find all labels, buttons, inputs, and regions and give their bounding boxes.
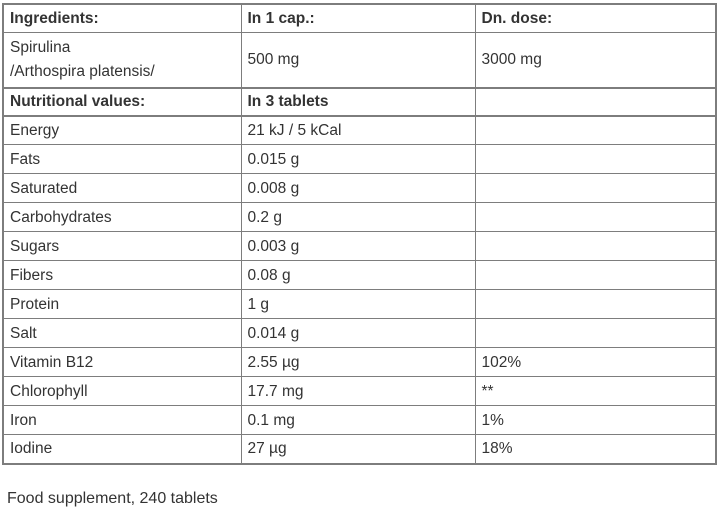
daily-dose-value: ** — [474, 376, 717, 406]
nutrient-name: Energy — [2, 115, 242, 145]
nutrient-name: Saturated — [2, 173, 242, 203]
nutrient-value: 1 g — [240, 289, 476, 319]
daily-dose-value — [474, 202, 717, 232]
nutrient-name: Iodine — [2, 434, 242, 464]
table-row: Chlorophyll 17.7 mg ** — [2, 376, 717, 406]
daily-dose-value — [474, 289, 717, 319]
table-row: Saturated 0.008 g — [2, 173, 717, 203]
daily-dose-value: 1% — [474, 405, 717, 435]
nutrient-name: Carbohydrates — [2, 202, 242, 232]
table-row: Spirulina /Arthospira platensis/ 500 mg … — [2, 31, 717, 89]
nutrient-name: Chlorophyll — [2, 376, 242, 406]
section-header-nutritional-values: Nutritional values: — [2, 87, 242, 117]
nutrient-value: 0.015 g — [240, 144, 476, 174]
nutrient-name: Salt — [2, 318, 242, 348]
daily-dose-value — [474, 115, 717, 145]
nutrient-value: 2.55 µg — [240, 347, 476, 377]
table-row: Vitamin B12 2.55 µg 102% — [2, 347, 717, 377]
nutrient-name: Protein — [2, 289, 242, 319]
nutrient-value: 0.08 g — [240, 260, 476, 290]
table-row: Sugars 0.003 g — [2, 231, 717, 261]
ingredient-name: Spirulina /Arthospira platensis/ — [2, 31, 242, 89]
table-header-row: Ingredients: In 1 cap.: Dn. dose: — [2, 3, 717, 33]
nutrient-value: 0.1 mg — [240, 405, 476, 435]
table-row: Iodine 27 µg 18% — [2, 434, 717, 464]
daily-dose-value: 18% — [474, 434, 717, 464]
nutrition-table: Ingredients: In 1 cap.: Dn. dose: Spirul… — [2, 3, 717, 465]
daily-dose-value — [474, 144, 717, 174]
nutrient-value: 0.003 g — [240, 231, 476, 261]
nutrient-name: Fats — [2, 144, 242, 174]
table-row: Carbohydrates 0.2 g — [2, 202, 717, 232]
nutrient-value: 0.2 g — [240, 202, 476, 232]
table-row: Iron 0.1 mg 1% — [2, 405, 717, 435]
nutrient-value: 0.014 g — [240, 318, 476, 348]
nutrient-name: Fibers — [2, 260, 242, 290]
supplement-note: Food supplement, 240 tablets — [7, 490, 218, 507]
nutrient-name: Vitamin B12 — [2, 347, 242, 377]
daily-dose-value: 3000 mg — [474, 31, 717, 89]
nutrient-value: 21 kJ / 5 kCal — [240, 115, 476, 145]
table-row: Fibers 0.08 g — [2, 260, 717, 290]
section-header-per-tablets: In 3 tablets — [240, 87, 476, 117]
nutrient-value: 27 µg — [240, 434, 476, 464]
nutrient-value: 17.7 mg — [240, 376, 476, 406]
daily-dose-value — [474, 318, 717, 348]
daily-dose-value: 102% — [474, 347, 717, 377]
section-header-empty — [474, 87, 717, 117]
nutrient-name: Sugars — [2, 231, 242, 261]
column-header-ingredients: Ingredients: — [2, 3, 242, 33]
nutrient-value: 0.008 g — [240, 173, 476, 203]
per-capsule-value: 500 mg — [240, 31, 476, 89]
table-row: Protein 1 g — [2, 289, 717, 319]
table-row: Energy 21 kJ / 5 kCal — [2, 115, 717, 145]
column-header-per-capsule: In 1 cap.: — [240, 3, 476, 33]
daily-dose-value — [474, 173, 717, 203]
table-row: Fats 0.015 g — [2, 144, 717, 174]
daily-dose-value — [474, 260, 717, 290]
table-section-row: Nutritional values: In 3 tablets — [2, 87, 717, 117]
column-header-daily-dose: Dn. dose: — [474, 3, 717, 33]
nutrient-name: Iron — [2, 405, 242, 435]
daily-dose-value — [474, 231, 717, 261]
table-row: Salt 0.014 g — [2, 318, 717, 348]
